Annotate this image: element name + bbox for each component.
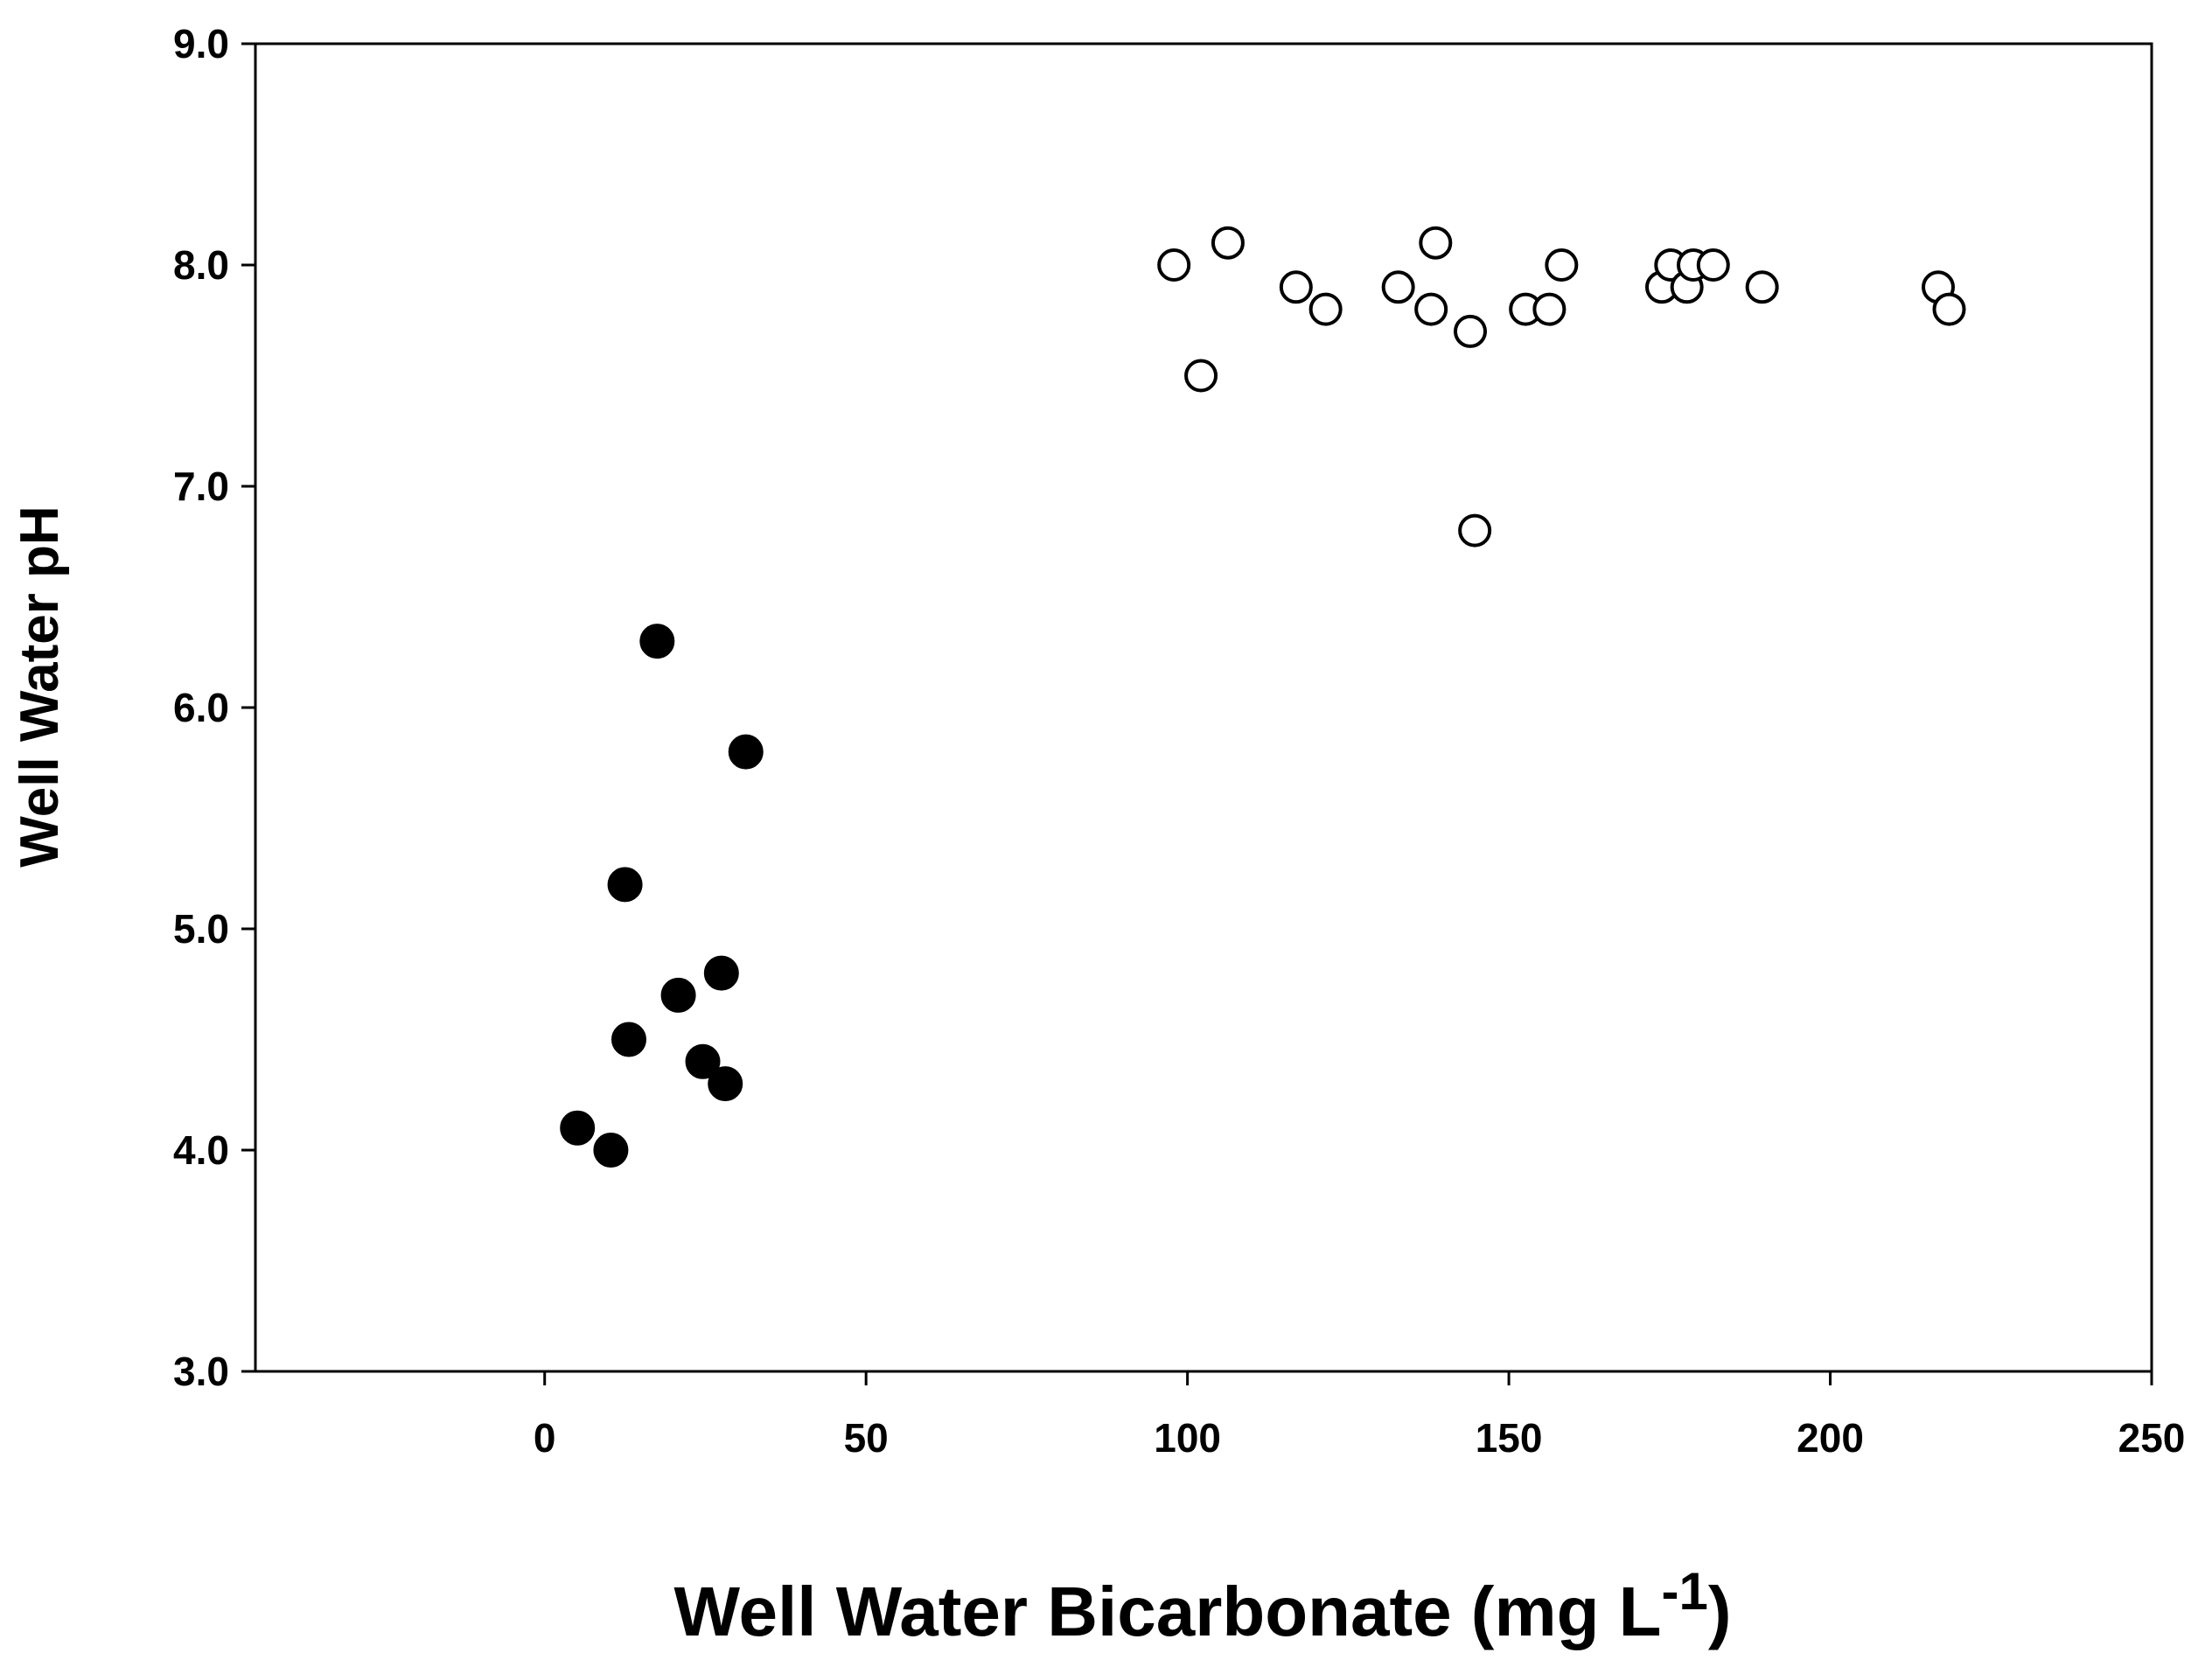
y-tick-label: 3.0 [173,1349,229,1394]
y-axis-title: Well Water pH [10,506,70,867]
data-point-open [1932,292,1966,326]
data-point-filled [607,867,643,903]
y-axis: 3.0 4.0 5.0 6.0 7.0 8.0 9.0 [173,21,255,1394]
data-point-open [1696,248,1730,282]
data-point-open [1414,292,1448,326]
x-tick-label: 150 [1476,1415,1543,1461]
y-tick-label: 7.0 [173,464,229,509]
y-tick-label: 5.0 [173,906,229,952]
data-point-open [1211,226,1245,260]
x-axis-title-main: Well Water Bicarbonate (mg L [673,1573,1661,1650]
data-points [560,226,1966,1168]
data-point-open [1745,270,1779,304]
y-tick-label: 6.0 [173,685,229,730]
data-point-open [1184,359,1218,393]
data-point-open [1419,226,1453,260]
x-axis-title-close: ) [1708,1573,1732,1650]
data-point-open [1157,248,1191,282]
data-point-filled [611,1022,646,1057]
data-point-open [1458,513,1492,548]
y-tick-label: 8.0 [173,242,229,288]
y-tick-label: 4.0 [173,1127,229,1173]
x-tick-label: 250 [2118,1415,2186,1461]
data-point-open [1279,270,1313,304]
data-point-open [1308,292,1343,326]
x-tick-label: 100 [1154,1415,1221,1461]
data-point-filled [708,1066,743,1102]
data-point-filled [560,1110,596,1146]
data-point-filled [685,1043,721,1079]
x-tick-label: 200 [1797,1415,1864,1461]
data-point-open [1453,314,1487,348]
data-point-open [1381,270,1415,304]
data-point-open [1545,248,1579,282]
data-point-filled [660,977,696,1013]
x-tick-label: 50 [844,1415,889,1461]
x-axis-title-superscript: -1 [1662,1562,1708,1621]
x-tick-label: 0 [534,1415,556,1461]
data-point-open [1532,292,1567,326]
y-tick-label: 9.0 [173,21,229,66]
data-point-filled [703,955,739,991]
plot-frame [254,42,2153,1373]
plot-area-border [254,42,2153,1373]
data-point-filled [728,734,764,770]
x-axis: 0 50 100 150 200 250 [534,1371,2185,1461]
data-point-filled [593,1133,629,1168]
x-axis-title: Well Water Bicarbonate (mg L-1) [673,1562,1731,1650]
data-point-filled [639,624,675,659]
